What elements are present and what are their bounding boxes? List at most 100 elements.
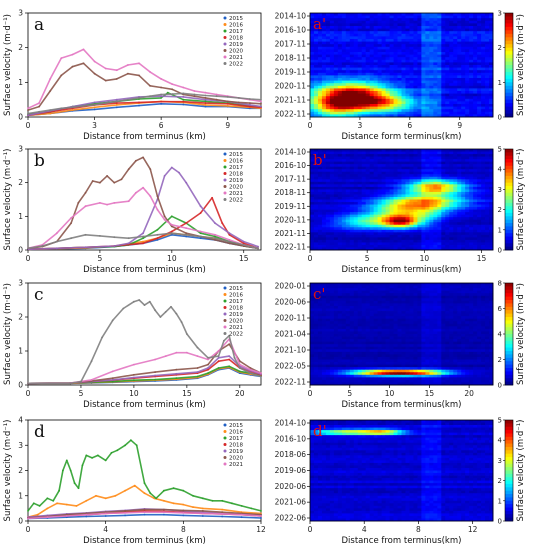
- legend-label-2022: 2022: [229, 198, 243, 204]
- heatmap-cell: [449, 209, 454, 213]
- heatmap-cell: [337, 70, 343, 74]
- heatmap-cell: [353, 290, 359, 294]
- heatmap-cell: [485, 26, 490, 29]
- heatmap-cell: [405, 13, 410, 16]
- heatmap-cell: [341, 184, 347, 188]
- data-point: [257, 245, 259, 248]
- heatmap-cell: [353, 186, 359, 190]
- heatmap-cell: [409, 54, 414, 58]
- heatmap-cell: [357, 57, 363, 61]
- heatmap-cell: [317, 189, 323, 193]
- heatmap-cell: [457, 85, 462, 89]
- heatmap-cell: [461, 199, 466, 203]
- heatmap-cell: [333, 98, 339, 102]
- heatmap-cell: [377, 96, 383, 100]
- heatmap-cell: [345, 111, 351, 115]
- heatmap-cell: [409, 181, 414, 185]
- data-point: [27, 382, 29, 385]
- heatmap-cell: [465, 217, 470, 221]
- heatmap-cell: [469, 204, 474, 208]
- heatmap-cell: [381, 217, 386, 221]
- heatmap-cell: [433, 283, 438, 286]
- heatmap-cell: [349, 96, 355, 100]
- heatmap-cell: [313, 31, 319, 35]
- heatmap-cell: [437, 222, 442, 226]
- heatmap-cell: [429, 171, 434, 175]
- heatmap-cell: [453, 298, 458, 302]
- data-point: [237, 101, 240, 104]
- heatmap-cell: [425, 83, 430, 87]
- heatmap-cell: [397, 149, 402, 152]
- heatmap-cell: [477, 156, 482, 160]
- heatmap-cell: [365, 161, 371, 165]
- heatmap-cell: [453, 171, 458, 175]
- heatmap-cell: [345, 176, 351, 180]
- heatmap-cell: [425, 18, 430, 22]
- heatmap-cell: [349, 67, 355, 71]
- heatmap-cell: [325, 283, 331, 286]
- heatmap-cell: [457, 191, 462, 195]
- data-point: [154, 309, 157, 312]
- data-point: [156, 208, 159, 211]
- heatmap-cell: [449, 98, 454, 102]
- heatmap-cell: [465, 184, 470, 188]
- heatmap-cell: [477, 46, 482, 50]
- heatmap-cell: [485, 283, 490, 286]
- heatmap-cell: [357, 111, 363, 115]
- heatmap-cell: [345, 28, 351, 32]
- legend-label-2017: 2017: [229, 299, 243, 305]
- legend-marker-2016: [223, 430, 227, 433]
- heatmap-cell: [325, 57, 331, 61]
- heatmap-cell: [409, 290, 414, 294]
- heatmap-cell: [417, 219, 422, 223]
- heatmap-cell: [325, 18, 331, 22]
- heatmap-cell: [425, 156, 430, 160]
- x-tick-label: 10: [420, 254, 430, 263]
- heatmap-cell: [429, 85, 434, 89]
- heatmap-cell: [341, 224, 347, 228]
- heatmap-cell: [349, 298, 355, 302]
- heatmap-cell: [433, 93, 438, 97]
- heatmap-cell: [325, 300, 331, 304]
- heatmap-cell: [481, 298, 486, 302]
- heatmap-cell: [457, 62, 462, 66]
- heatmap-cell: [385, 229, 390, 233]
- heatmap-cell: [313, 62, 319, 66]
- heatmap-cell: [417, 18, 422, 22]
- heatmap-cell: [469, 75, 474, 79]
- heatmap-cell: [325, 52, 331, 55]
- heatmap-cell: [377, 149, 383, 152]
- heatmap-cell: [341, 222, 347, 226]
- heatmap-cell: [385, 181, 390, 185]
- heatmap-cell: [365, 28, 371, 32]
- heatmap-cell: [317, 78, 323, 81]
- heatmap-cell: [310, 293, 315, 297]
- heatmap-cell: [457, 80, 462, 84]
- heatmap-cell: [397, 212, 402, 216]
- heatmap-cell: [461, 49, 466, 53]
- heatmap-cell: [353, 114, 359, 118]
- colorbar-segment: [505, 13, 513, 17]
- heatmap-cell: [369, 303, 375, 307]
- heatmap-cell: [313, 290, 319, 294]
- heatmap-cell: [417, 222, 422, 226]
- heatmap-cell: [377, 189, 383, 193]
- data-point: [215, 95, 218, 98]
- heatmap-cell: [365, 176, 371, 180]
- heatmap-cell: [409, 303, 414, 307]
- colorbar-segment: [505, 51, 513, 55]
- heatmap-cell: [405, 41, 410, 45]
- heatmap-cell: [373, 78, 379, 81]
- heatmap-cell: [405, 20, 410, 24]
- heatmap-cell: [357, 283, 363, 286]
- heatmap-cell: [325, 219, 331, 223]
- heatmap-cell: [433, 164, 438, 168]
- heatmap-cell: [425, 70, 430, 74]
- heatmap-cell: [349, 199, 355, 203]
- panel-letter: d: [34, 422, 45, 442]
- heatmap-cell: [429, 98, 434, 102]
- data-point: [124, 444, 126, 447]
- heatmap-cell: [477, 75, 482, 79]
- heatmap-cell: [321, 75, 327, 79]
